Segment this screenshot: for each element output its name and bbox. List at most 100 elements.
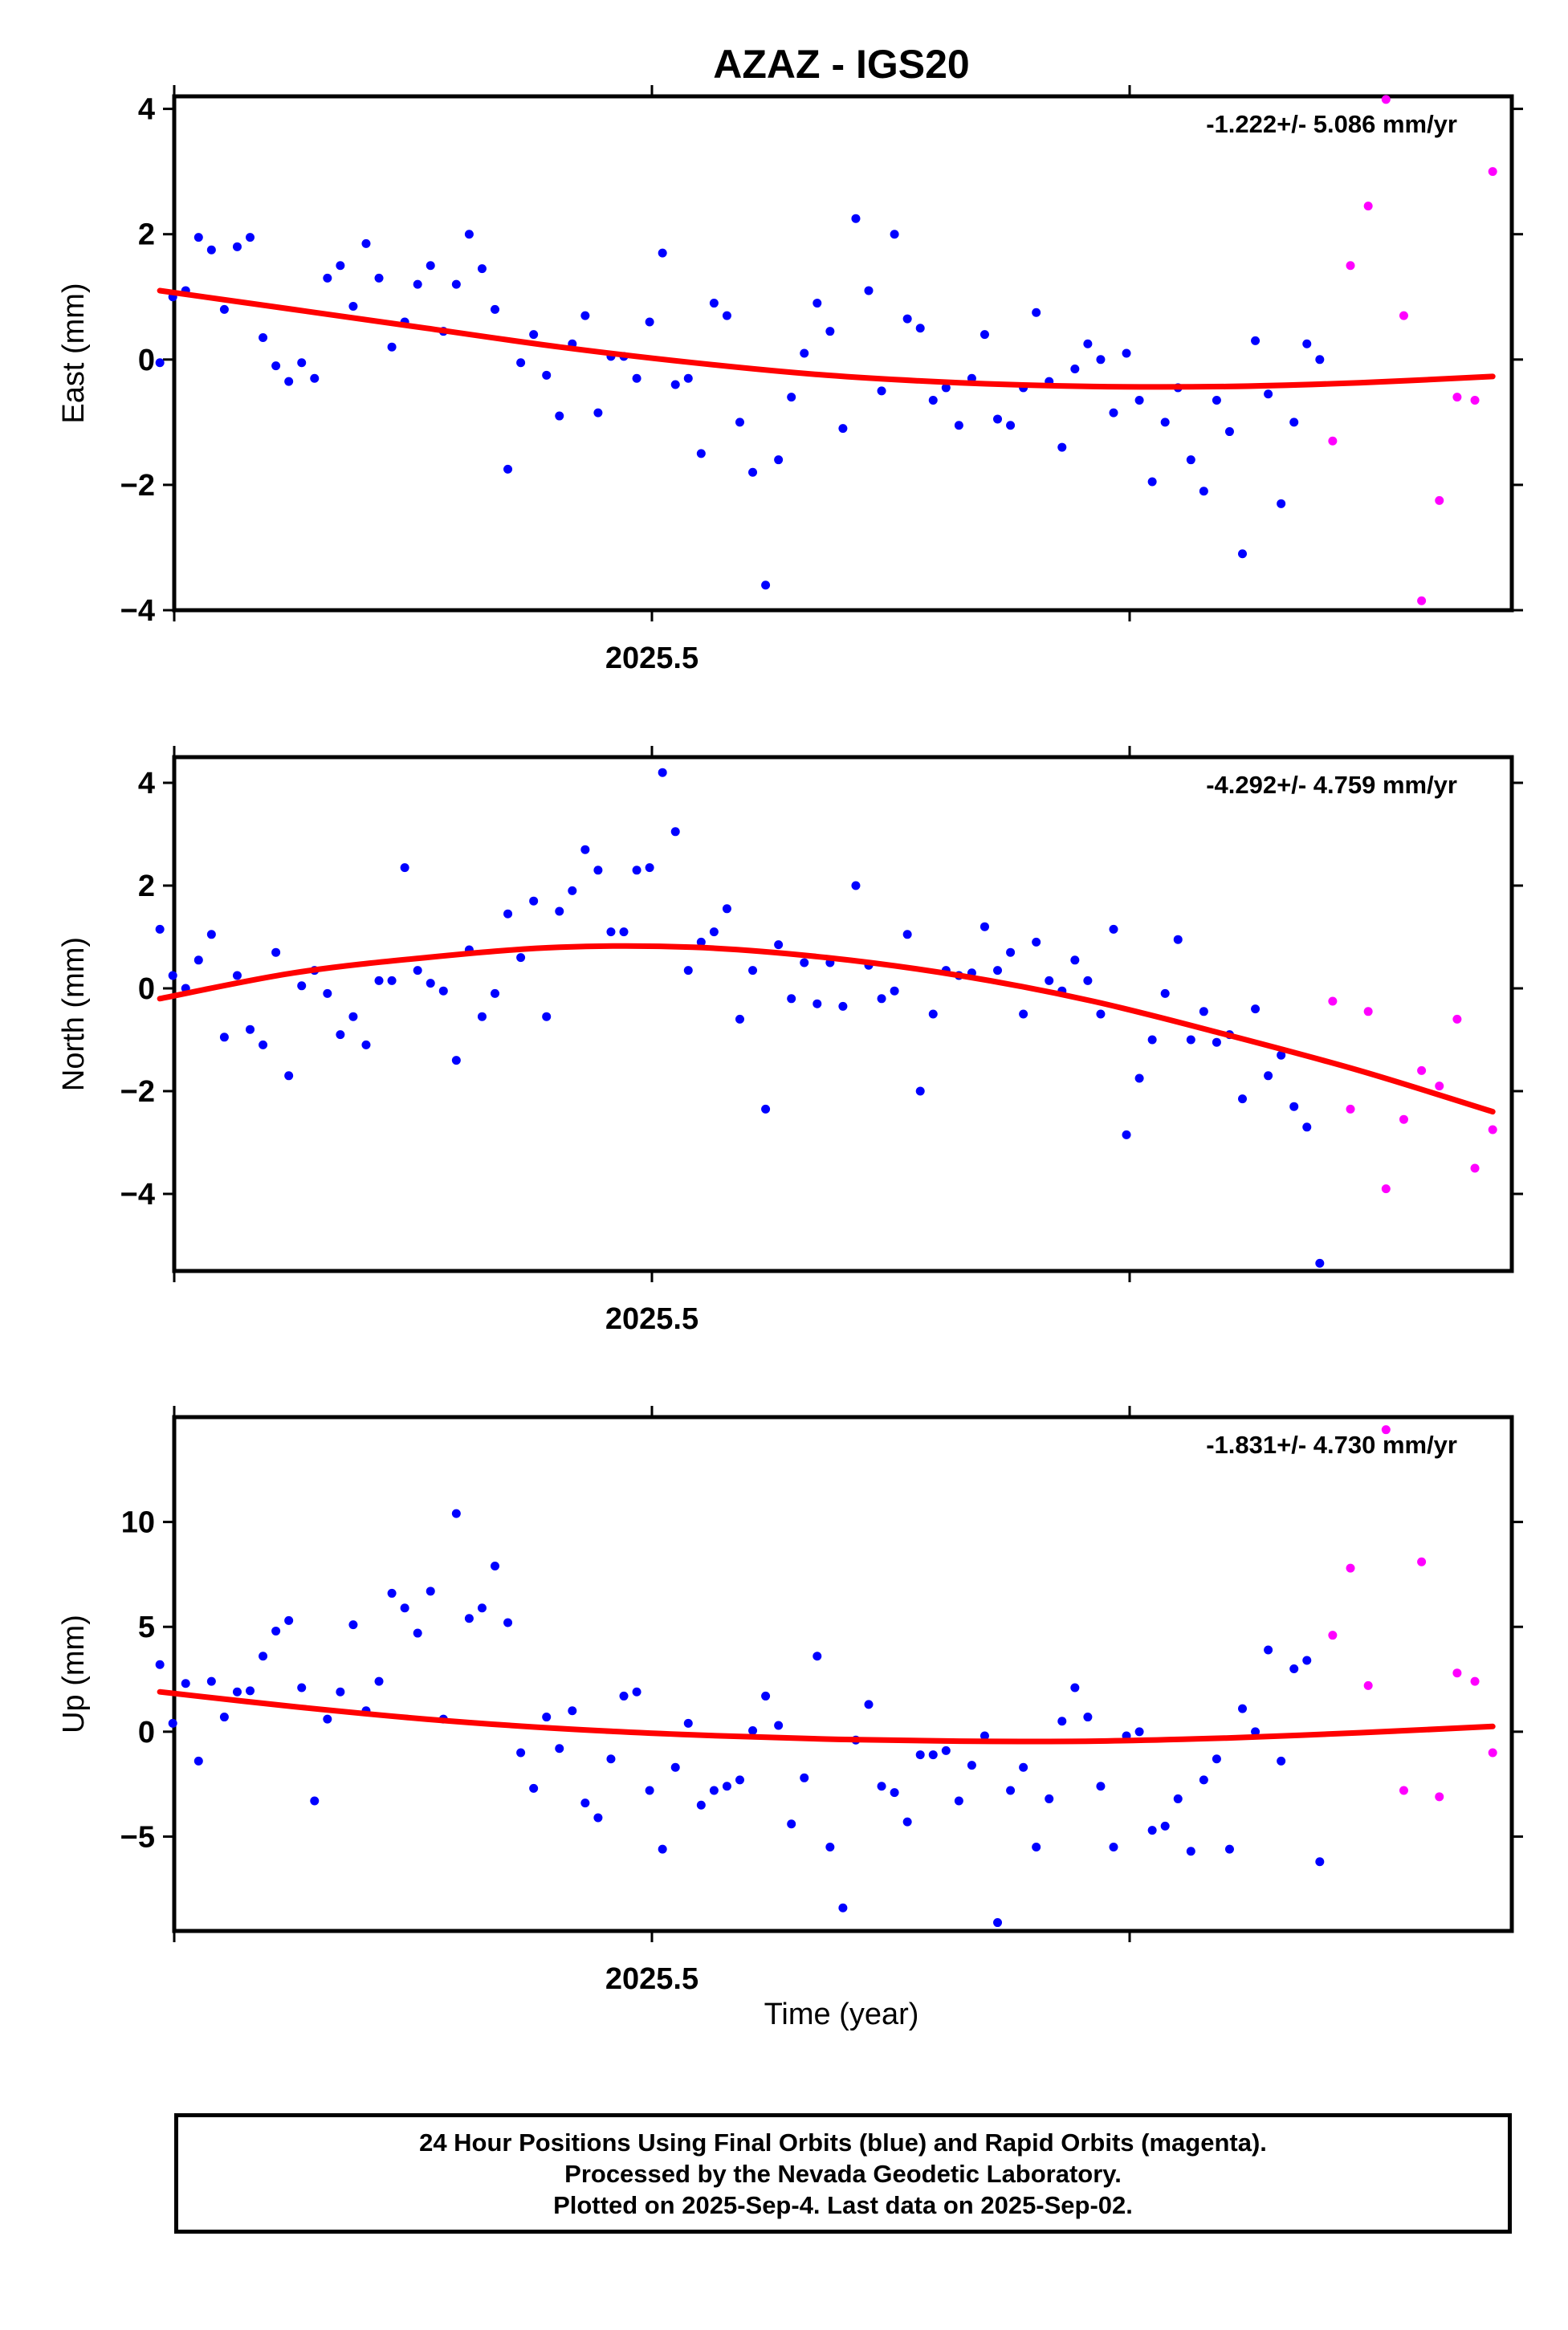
up-final-point xyxy=(1083,1713,1093,1722)
north-final-point xyxy=(928,1009,938,1019)
east-final-point xyxy=(748,467,758,477)
up-final-point xyxy=(284,1615,294,1625)
north-y-tick-label: 4 xyxy=(138,767,155,800)
north-rapid-point xyxy=(1399,1114,1408,1124)
north-final-point xyxy=(1096,1009,1106,1019)
east-final-point xyxy=(555,411,564,421)
north-final-point xyxy=(246,1024,255,1034)
east-final-point xyxy=(877,386,886,396)
north-final-point xyxy=(1019,1009,1028,1019)
east-final-point xyxy=(387,342,397,352)
up-final-point xyxy=(1302,1656,1312,1665)
north-rapid-point xyxy=(1381,1184,1391,1194)
east-rapid-point xyxy=(1470,396,1480,405)
up-final-point xyxy=(491,1561,499,1570)
up-final-point xyxy=(941,1745,951,1755)
up-final-point xyxy=(709,1786,719,1795)
up-final-point xyxy=(761,1691,771,1701)
up-y-tick-label: −5 xyxy=(120,1820,155,1854)
up-rapid-point xyxy=(1435,1792,1444,1802)
figure-title: AZAZ - IGS20 xyxy=(713,42,969,87)
east-final-point xyxy=(696,449,706,458)
north-final-point xyxy=(1083,976,1093,985)
north-rapid-point xyxy=(1488,1125,1497,1134)
north-final-point xyxy=(813,999,822,1008)
north-final-point xyxy=(838,1001,848,1011)
up-rapid-point xyxy=(1346,1563,1355,1573)
east-final-point xyxy=(246,233,255,242)
east-final-point xyxy=(1057,442,1067,452)
east-final-point xyxy=(1212,396,1221,405)
east-final-point xyxy=(259,332,268,342)
legend-box: 24 Hour Positions Using Final Orbits (bl… xyxy=(174,2113,1512,2234)
east-final-point xyxy=(323,273,332,283)
north-final-point xyxy=(413,966,422,976)
east-final-point xyxy=(1160,418,1170,427)
north-final-point xyxy=(206,930,216,939)
up-final-point xyxy=(259,1652,268,1661)
east-final-point xyxy=(361,238,371,248)
up-final-point xyxy=(1070,1683,1080,1693)
up-rapid-point xyxy=(1399,1786,1408,1795)
up-final-point xyxy=(310,1796,320,1806)
up-final-point xyxy=(800,1773,809,1782)
up-rapid-point xyxy=(1363,1680,1373,1690)
up-final-point xyxy=(181,1679,190,1688)
north-final-point xyxy=(491,988,499,998)
north-final-point xyxy=(477,1012,487,1021)
up-final-point xyxy=(670,1762,680,1772)
up-final-point xyxy=(580,1798,590,1808)
north-final-point xyxy=(632,866,641,875)
north-y-tick-label: −2 xyxy=(120,1075,155,1109)
up-final-point xyxy=(683,1718,693,1728)
up-final-point xyxy=(993,1918,1003,1928)
north-final-point xyxy=(979,922,989,931)
east-y-tick-label: −2 xyxy=(120,469,155,503)
up-final-point xyxy=(426,1587,435,1596)
up-final-point xyxy=(1019,1762,1028,1772)
north-final-point xyxy=(1186,1035,1195,1045)
east-final-point xyxy=(761,580,771,590)
east-final-point xyxy=(516,358,526,368)
north-final-point xyxy=(787,994,796,1004)
up-final-point xyxy=(979,1731,989,1741)
east-plot-frame xyxy=(172,94,1514,613)
east-final-point xyxy=(1251,336,1261,345)
north-final-point xyxy=(1264,1071,1273,1081)
north-final-point xyxy=(568,886,577,895)
north-final-point xyxy=(284,1071,294,1081)
east-final-point xyxy=(491,304,499,314)
north-y-axis-label: North (mm) xyxy=(57,937,91,1091)
east-final-point xyxy=(890,230,899,239)
north-final-point xyxy=(1251,1004,1261,1014)
north-final-point xyxy=(1212,1037,1221,1047)
up-final-point xyxy=(1277,1756,1286,1766)
up-final-point xyxy=(838,1903,848,1912)
up-final-point xyxy=(632,1687,641,1697)
east-final-point xyxy=(1083,339,1093,348)
east-final-point xyxy=(271,361,281,371)
east-final-point xyxy=(193,233,203,242)
north-y-tick-label: 2 xyxy=(138,870,155,903)
up-final-point xyxy=(696,1800,706,1810)
east-final-point xyxy=(902,314,912,324)
east-final-point xyxy=(813,299,822,308)
up-final-point xyxy=(915,1750,925,1760)
east-fit-curve xyxy=(157,287,1496,390)
north-final-point xyxy=(902,930,912,939)
up-final-point xyxy=(413,1628,422,1638)
up-final-point xyxy=(1045,1794,1054,1803)
east-final-point xyxy=(941,383,951,393)
north-final-point xyxy=(400,863,409,873)
east-final-point xyxy=(310,373,320,383)
east-final-point xyxy=(1264,389,1273,399)
east-final-point xyxy=(580,311,590,320)
up-final-point xyxy=(516,1748,526,1758)
up-rapid-point xyxy=(1417,1557,1427,1566)
east-final-point xyxy=(928,396,938,405)
north-final-point xyxy=(387,976,397,985)
east-final-point xyxy=(232,242,242,251)
up-final-point xyxy=(1212,1754,1221,1764)
up-final-point xyxy=(400,1603,409,1613)
up-final-point xyxy=(864,1700,874,1709)
